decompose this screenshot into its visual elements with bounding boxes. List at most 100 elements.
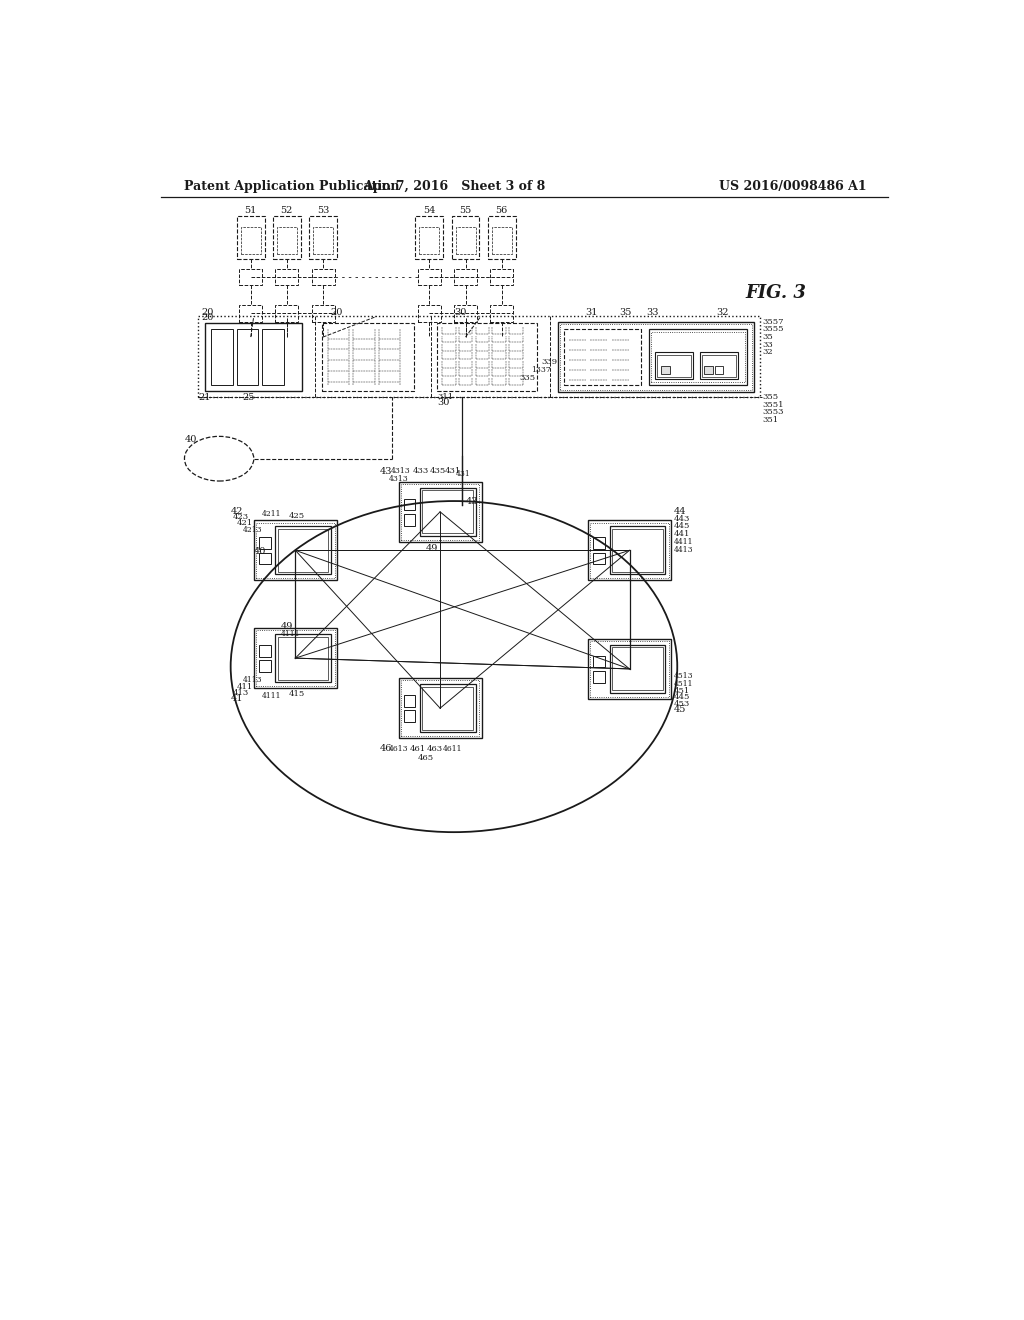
Text: US 2016/0098486 A1: US 2016/0098486 A1 (719, 181, 866, 194)
Text: 3557: 3557 (762, 318, 783, 326)
Text: 21: 21 (199, 392, 211, 401)
Bar (649, 330, 748, 385)
Bar (593, 656, 605, 668)
Text: 443: 443 (674, 515, 690, 523)
Text: 20: 20 (202, 308, 214, 317)
Bar (422, 490, 473, 533)
Text: 465: 465 (418, 754, 434, 762)
Text: 461: 461 (410, 744, 426, 752)
Bar (490, 305, 513, 322)
Text: 32: 32 (716, 308, 728, 317)
Bar (418, 268, 441, 285)
Bar (419, 227, 439, 253)
Text: 4511: 4511 (674, 680, 693, 688)
Text: 35: 35 (762, 333, 773, 341)
Bar (558, 322, 755, 392)
Bar (609, 527, 665, 574)
Bar (273, 216, 301, 259)
Text: 445: 445 (674, 693, 690, 701)
Text: 56: 56 (496, 206, 508, 215)
Text: 1337: 1337 (531, 366, 551, 374)
Bar (418, 305, 441, 322)
Bar (403, 499, 416, 511)
Bar (256, 523, 335, 578)
Bar (492, 227, 512, 253)
Text: 431: 431 (444, 467, 461, 475)
Text: 423: 423 (232, 513, 249, 521)
Text: 433: 433 (413, 467, 429, 475)
Bar (400, 484, 479, 540)
Text: 4613: 4613 (389, 744, 409, 752)
Bar (490, 268, 513, 285)
Bar (452, 216, 479, 259)
Bar (322, 323, 414, 391)
Text: 463: 463 (427, 744, 443, 752)
Text: 52: 52 (281, 206, 293, 215)
Text: 4111: 4111 (261, 692, 281, 700)
Bar (311, 268, 335, 285)
Text: 40: 40 (184, 436, 197, 444)
Text: 40: 40 (254, 546, 266, 556)
Text: 335: 335 (519, 374, 536, 381)
Bar (715, 366, 724, 374)
Text: 435: 435 (429, 467, 445, 475)
Text: 415: 415 (289, 690, 305, 698)
Bar (254, 628, 337, 688)
Text: 31: 31 (585, 308, 597, 317)
Bar (699, 352, 738, 379)
Bar (403, 696, 416, 706)
Bar (590, 523, 669, 578)
Text: 441: 441 (674, 531, 690, 539)
Text: 30: 30 (437, 399, 450, 407)
Bar (205, 323, 301, 391)
Text: 425: 425 (289, 512, 304, 520)
Text: 3551: 3551 (762, 401, 783, 409)
Text: 44: 44 (674, 507, 687, 516)
Bar (240, 305, 262, 322)
Bar (259, 645, 270, 656)
Bar (564, 330, 641, 385)
Text: 4313: 4313 (389, 475, 409, 483)
Bar (662, 366, 670, 374)
Text: 4611: 4611 (442, 744, 462, 752)
Bar (403, 710, 416, 722)
Bar (313, 227, 333, 253)
Text: 453: 453 (674, 700, 690, 708)
Bar (588, 520, 671, 581)
Text: Apr. 7, 2016   Sheet 3 of 8: Apr. 7, 2016 Sheet 3 of 8 (362, 181, 545, 194)
Bar (311, 305, 335, 322)
Bar (593, 672, 605, 682)
Text: 4411: 4411 (674, 537, 693, 546)
Bar (275, 268, 298, 285)
Bar (487, 216, 515, 259)
Text: 4513: 4513 (674, 672, 694, 680)
Text: 49: 49 (281, 622, 293, 631)
Text: 46: 46 (379, 744, 391, 754)
Bar (651, 331, 745, 383)
Text: 451: 451 (674, 688, 690, 696)
Text: 3555: 3555 (762, 325, 783, 334)
Bar (422, 686, 473, 730)
Text: 4213: 4213 (243, 525, 262, 533)
Bar (456, 227, 475, 253)
Text: 421: 421 (237, 519, 253, 528)
Bar (237, 216, 264, 259)
Bar (275, 635, 331, 682)
Text: 53: 53 (316, 206, 330, 215)
Text: FIG. 3: FIG. 3 (745, 284, 806, 302)
Bar (259, 660, 270, 672)
Text: 311: 311 (437, 393, 454, 401)
Bar (398, 482, 481, 543)
Bar (611, 647, 663, 690)
Bar (590, 642, 669, 697)
Text: 43: 43 (466, 496, 478, 506)
Bar (403, 515, 416, 525)
Text: 4211: 4211 (261, 510, 281, 519)
Text: Patent Application Publication: Patent Application Publication (184, 181, 400, 194)
Bar (237, 330, 258, 385)
Text: 20: 20 (202, 313, 214, 322)
Text: 49: 49 (425, 544, 438, 553)
Text: 30: 30 (454, 308, 466, 317)
Text: 25: 25 (243, 392, 255, 401)
Bar (705, 366, 713, 374)
